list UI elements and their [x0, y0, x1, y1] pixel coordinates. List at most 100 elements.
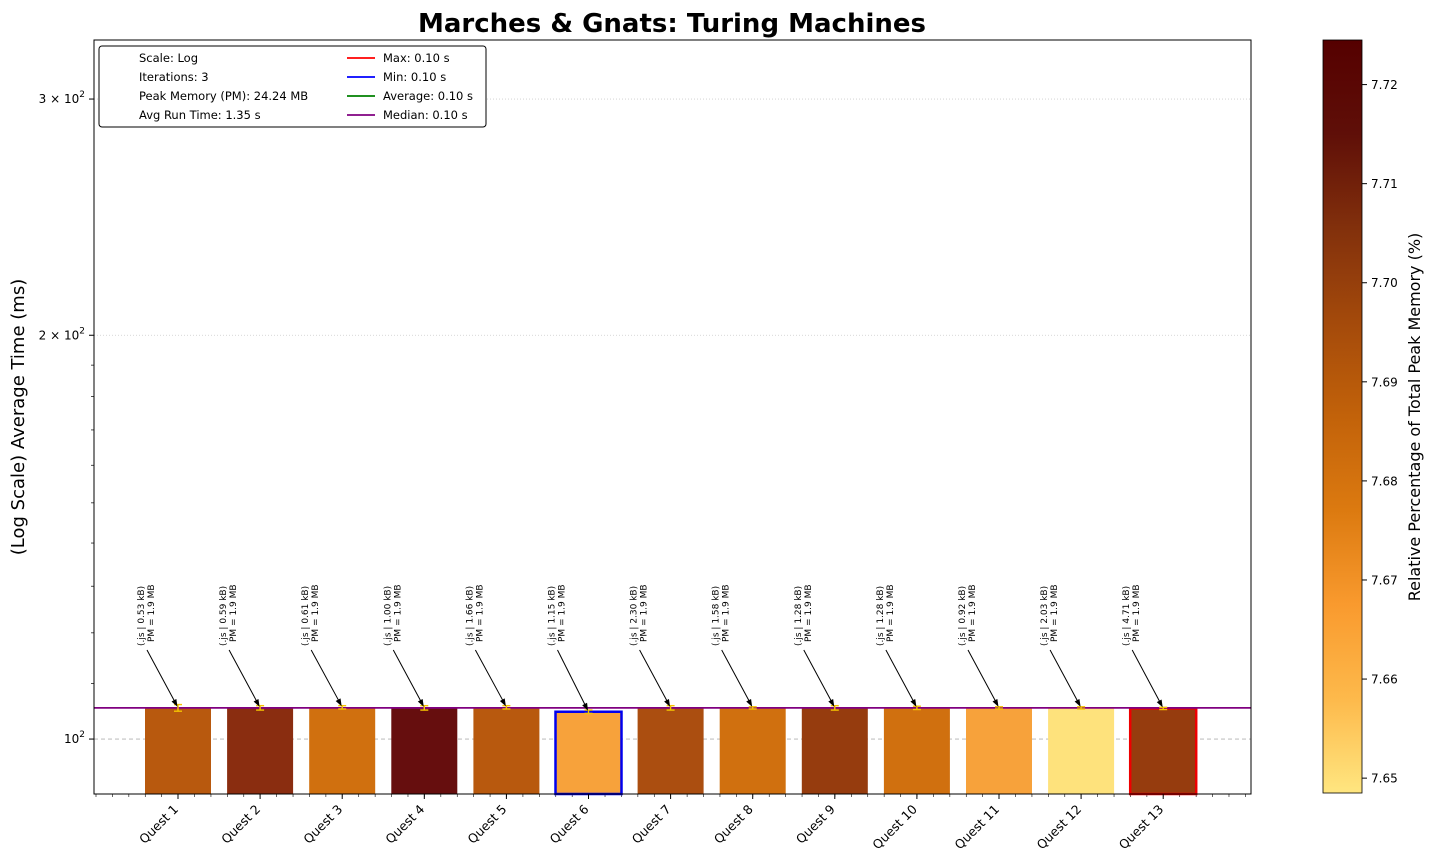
annotation-peak-memory: PM = 1.9 MB	[804, 584, 814, 642]
legend-items: Scale: Log Iterations: 3 Peak Memory (PM):…	[139, 51, 473, 122]
x-tick-label: Quest 5	[464, 802, 509, 847]
y-tick-label: 102	[64, 730, 85, 746]
annotation-arrow	[639, 649, 670, 705]
annotation-peak-memory: PM = 1.9 MB	[558, 584, 568, 642]
legend-text-entry: Peak Memory (PM): 24.24 MB	[139, 89, 308, 103]
annotation-file-size: (.js | 0.59 kB)	[219, 586, 229, 646]
colorbar-tick-label: 7.70	[1371, 276, 1398, 290]
annotation-arrow	[721, 649, 752, 705]
bar	[309, 707, 376, 794]
bar	[145, 707, 211, 794]
bar-annotation: (.js | 1.28 kB) PM = 1.9 MB	[794, 584, 814, 646]
annotation-arrowhead	[746, 698, 753, 707]
annotation-file-size: (.js | 1.00 kB)	[383, 586, 393, 646]
annotations-layer: (.js | 0.53 kB) PM = 1.9 MB (.js | 0.59 kB…	[137, 584, 1163, 711]
bar-annotation: (.js | 2.30 kB) PM = 1.9 MB	[630, 584, 650, 646]
annotation-arrowhead	[1074, 698, 1081, 707]
x-tick-label: Quest 4	[382, 801, 427, 846]
annotation-arrow	[310, 649, 341, 704]
legend: Scale: Log Iterations: 3 Peak Memory (PM):…	[98, 45, 487, 128]
y-tick-exponent: 2	[79, 90, 85, 100]
plot-frame	[94, 40, 1251, 794]
y-tick-label: 3 × 102	[39, 90, 85, 106]
y-tick-label: 2 × 102	[39, 326, 85, 342]
bar	[966, 707, 1032, 794]
y-axis: 102 2 × 102 3 × 102	[39, 90, 94, 746]
annotation-file-size: (.js | 2.30 kB)	[630, 586, 640, 646]
annotation-arrow	[803, 649, 834, 705]
annotation-arrow	[885, 649, 916, 705]
annotation-peak-memory: PM = 1.9 MB	[1050, 584, 1060, 642]
annotation-file-size: (.js | 1.28 kB)	[794, 586, 804, 646]
annotation-arrowhead	[1156, 699, 1163, 708]
annotation-file-size: (.js | 1.15 kB)	[548, 586, 558, 646]
legend-text-entry: Iterations: 3	[139, 70, 209, 84]
annotation-file-size: (.js | 1.58 kB)	[712, 586, 722, 646]
x-tick-label: Quest 10	[869, 801, 920, 852]
legend-line-label: Median: 0.10 s	[383, 108, 468, 122]
annotation-arrowhead	[253, 698, 260, 707]
annotation-peak-memory: PM = 1.9 MB	[968, 584, 978, 642]
annotation-peak-memory: PM = 1.9 MB	[393, 584, 403, 642]
annotation-arrowhead	[910, 698, 917, 707]
bar	[227, 707, 294, 794]
x-tick-label: Quest 6	[547, 801, 592, 846]
colorbar-border	[1322, 39, 1363, 794]
annotation-arrow	[1131, 649, 1162, 705]
bar-annotation: (.js | 1.00 kB) PM = 1.9 MB	[383, 584, 403, 646]
bar-annotation: (.js | 1.66 kB) PM = 1.9 MB	[465, 584, 485, 646]
bar	[1128, 707, 1198, 796]
bar	[637, 707, 704, 794]
annotation-file-size: (.js | 0.92 kB)	[958, 586, 968, 646]
legend-text-entry: Scale: Log	[139, 51, 198, 65]
annotation-peak-memory: PM = 1.9 MB	[147, 584, 157, 642]
bar-annotation: (.js | 0.53 kB) PM = 1.9 MB	[137, 584, 157, 646]
annotation-arrow	[967, 649, 998, 705]
annotation-arrow	[228, 649, 259, 705]
y-axis-label: (Log Scale) Average Time (ms)	[8, 279, 29, 555]
bar-annotation: (.js | 1.28 kB) PM = 1.9 MB	[876, 584, 896, 646]
colorbar-gradient	[1323, 40, 1362, 793]
annotation-peak-memory: PM = 1.9 MB	[722, 584, 732, 642]
annotation-arrow	[392, 649, 423, 705]
annotation-peak-memory: PM = 1.9 MB	[475, 584, 485, 642]
annotation-arrow	[557, 649, 587, 708]
x-tick-label: Quest 2	[218, 802, 263, 847]
x-tick-label: Quest 9	[793, 801, 838, 846]
bar-annotation: (.js | 0.61 kB) PM = 1.9 MB	[301, 584, 321, 646]
annotation-arrowhead	[171, 698, 178, 707]
bar-annotation: (.js | 2.03 kB) PM = 1.9 MB	[1040, 584, 1060, 646]
bar	[391, 707, 458, 794]
annotation-arrowhead	[335, 698, 342, 707]
legend-line-label: Average: 0.10 s	[383, 89, 473, 103]
colorbar-tick-label: 7.67	[1371, 573, 1398, 587]
x-tick-label: Quest 11	[951, 802, 1002, 853]
annotation-peak-memory: PM = 1.9 MB	[311, 584, 321, 642]
bar	[801, 707, 868, 794]
annotation-arrowhead	[992, 698, 999, 707]
annotation-arrowhead	[417, 698, 424, 707]
x-tick-label: Quest 1	[136, 802, 181, 847]
colorbar-tick-label: 7.68	[1371, 474, 1398, 488]
annotation-arrow	[146, 649, 177, 705]
y-tick-exponent: 2	[79, 730, 85, 740]
annotation-arrowhead	[499, 698, 506, 707]
bar-annotation: (.js | 0.59 kB) PM = 1.9 MB	[219, 584, 239, 646]
plot-border	[93, 39, 1252, 795]
plot-area: (.js | 0.53 kB) PM = 1.9 MB (.js | 0.59 kB…	[93, 39, 1252, 797]
bars-layer	[145, 707, 1198, 796]
legend-line-label: Min: 0.10 s	[383, 70, 446, 84]
bar-annotation: (.js | 0.92 kB) PM = 1.9 MB	[958, 584, 978, 646]
x-tick-label: Quest 12	[1033, 802, 1084, 853]
annotation-file-size: (.js | 1.28 kB)	[876, 586, 886, 646]
colorbar-label: Relative Percentage of Total Peak Memory…	[1405, 233, 1424, 602]
bar	[554, 710, 623, 796]
colorbar-tick-label: 7.66	[1371, 673, 1398, 687]
errorbars-layer	[174, 703, 1168, 715]
colorbar-tick-label: 7.69	[1371, 375, 1398, 389]
bar-annotation: (.js | 1.58 kB) PM = 1.9 MB	[712, 584, 732, 646]
bar-annotation: (.js | 4.71 kB) PM = 1.9 MB	[1122, 584, 1142, 646]
y-tick-exponent: 2	[79, 326, 85, 336]
x-tick-label: Quest 3	[300, 802, 345, 847]
